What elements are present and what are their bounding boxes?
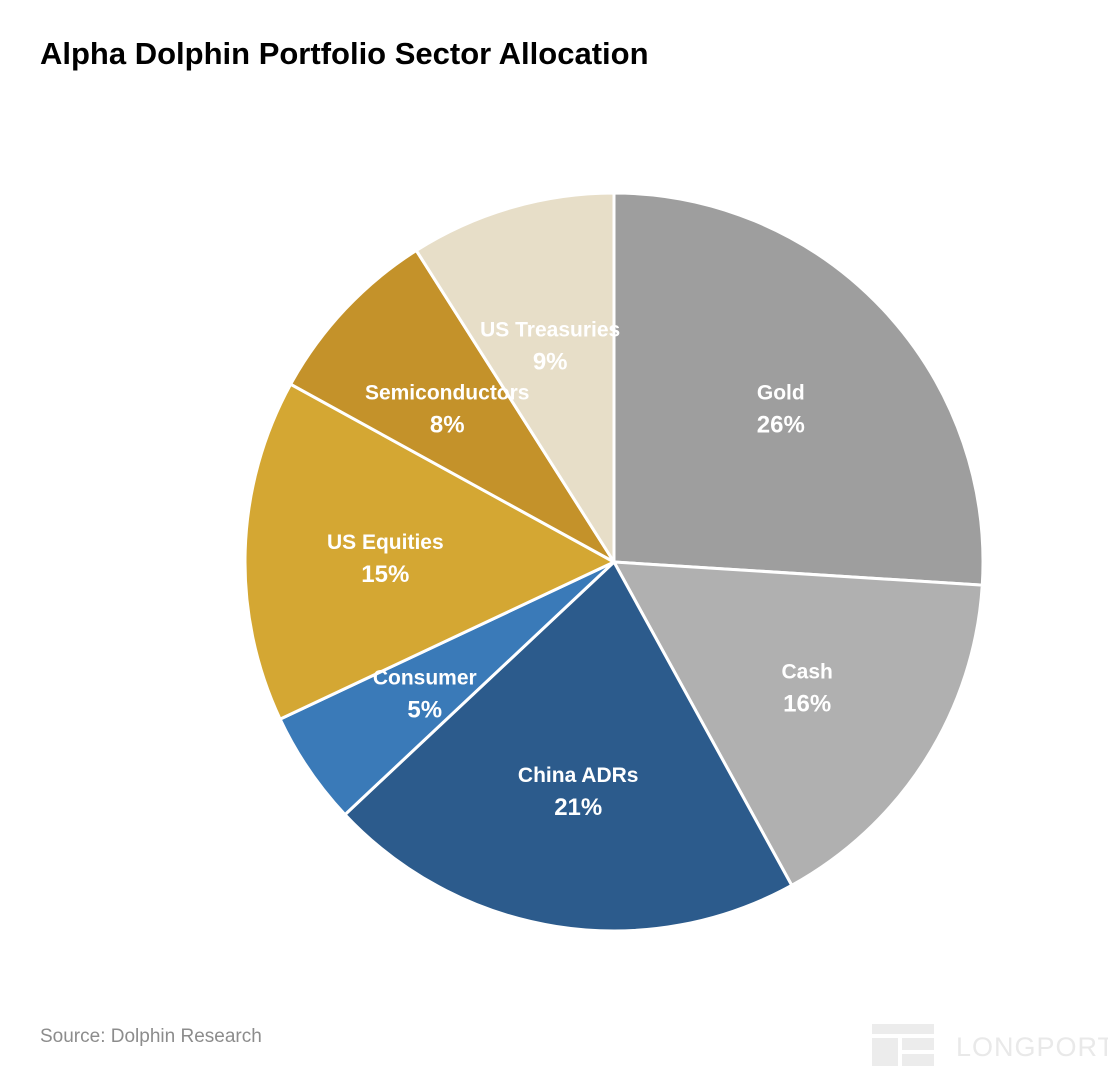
pie-slice-us-equities [243,382,618,722]
watermark-text: LONGPORT [956,1032,1108,1062]
slice-label-consumer: Consumer [373,667,477,690]
pie-slice-china-adrs [342,559,794,933]
slice-value-cash: 16% [783,691,831,718]
pie-labels: Gold 26% Cash 16% China ADRs 21% Consumer 5% US … [327,318,833,821]
slice-label-china-adrs: China ADRs [518,764,639,787]
slice-label-gold: Gold [757,381,805,404]
slice-label-cash: Cash [781,661,832,684]
slice-label-us-equities: US Equities [327,531,444,554]
pie-slice-us-treasuries [414,191,616,568]
slice-label-semiconductors: Semiconductors [365,381,530,404]
source-note: Source: Dolphin Research [40,1026,262,1047]
watermark: LONGPORT [872,1024,1108,1066]
chart-title: Alpha Dolphin Portfolio Sector Allocatio… [40,36,649,71]
slice-value-us-treasuries: 9% [533,348,568,375]
longport-logo-icon [872,1024,934,1066]
pie-slice-gold [612,191,985,587]
slice-value-consumer: 5% [407,697,442,724]
pie-slice-semiconductors [288,248,616,564]
slice-value-semiconductors: 8% [430,411,465,438]
pie-slice-cash [611,560,984,888]
slice-value-china-adrs: 21% [554,794,602,821]
slice-label-us-treasuries: US Treasuries [480,318,620,341]
slice-value-gold: 26% [757,411,805,438]
pie-slices [243,191,985,933]
slice-value-us-equities: 15% [361,561,409,588]
